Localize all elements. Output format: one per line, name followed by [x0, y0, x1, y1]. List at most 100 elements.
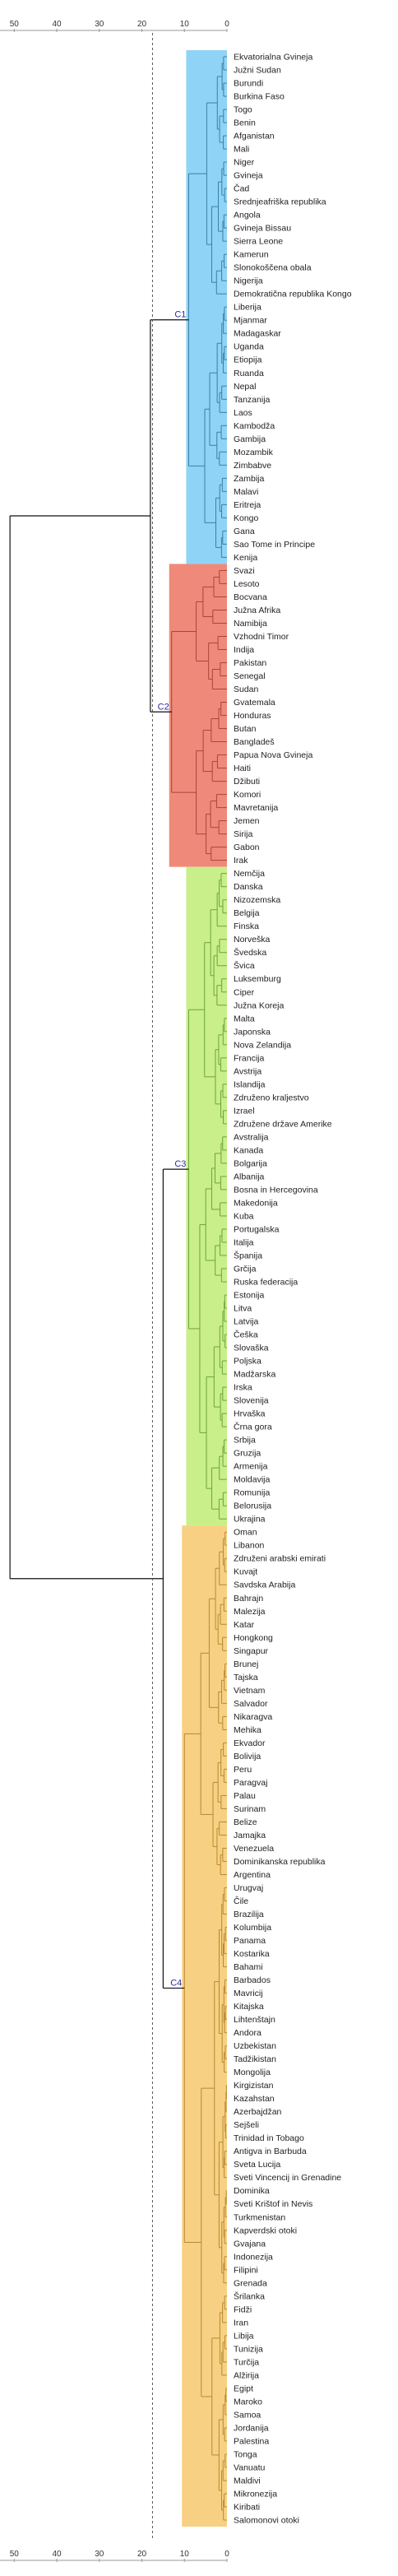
leaf-label: Surinam — [234, 1804, 266, 1814]
leaf-label: Ciper — [234, 987, 255, 997]
axis-tick-label-top: 30 — [95, 20, 104, 29]
leaf-label: Islandija — [234, 1079, 266, 1089]
leaf-label: Nigerija — [234, 276, 263, 286]
leaf-label: Namibija — [234, 619, 267, 629]
leaf-label: Slovaška — [234, 1344, 269, 1353]
leaf-label: Madagaskar — [234, 329, 281, 339]
leaf-label: Maroko — [234, 2397, 262, 2407]
leaf-label: Kuba — [234, 1211, 254, 1221]
leaf-label: Liberija — [234, 303, 261, 313]
leaf-label: Sierra Leone — [234, 237, 283, 247]
leaf-label: Iran — [234, 2318, 248, 2328]
leaf-label: Indija — [234, 645, 254, 655]
leaf-label: Japonska — [234, 1027, 271, 1037]
leaf-label: Savdska Arabija — [234, 1580, 295, 1590]
leaf-label: Alžirija — [234, 2370, 259, 2380]
leaf-label: Papua Nova Gvineja — [234, 750, 312, 760]
leaf-label: Ruanda — [234, 369, 264, 378]
axis-tick-label-bottom: 40 — [52, 2550, 62, 2559]
cluster-label-c4: C4 — [170, 1978, 182, 1988]
leaf-label: Gruzija — [234, 1449, 261, 1459]
leaf-label: Niger — [234, 158, 255, 168]
leaf-label: Jamajka — [234, 1831, 266, 1840]
leaf-label: Kamerun — [234, 250, 269, 260]
leaf-label: Argentina — [234, 1870, 271, 1880]
leaf-label: Egipt — [234, 2383, 253, 2393]
leaf-label: Butan — [234, 724, 257, 734]
leaf-label: Čile — [234, 1896, 248, 1906]
leaf-label: Estonija — [234, 1291, 265, 1301]
leaf-label: Barbados — [234, 1975, 271, 1985]
leaf-label: Benin — [234, 118, 256, 128]
leaf-label: Sao Tome in Principe — [234, 540, 315, 550]
leaf-label: Srbija — [234, 1436, 256, 1446]
leaf-label: Demokratična republika Kongo — [234, 290, 352, 299]
leaf-label: Avstrija — [234, 1066, 261, 1076]
leaf-label: Samoa — [234, 2410, 261, 2420]
leaf-label: Gana — [234, 527, 255, 536]
leaf-label: Antigva in Barbuda — [234, 2147, 307, 2156]
leaf-label: Združeni arabski emirati — [234, 1554, 326, 1564]
leaf-label: Bahrajn — [234, 1594, 263, 1604]
axis-tick-label-top: 40 — [52, 20, 62, 29]
axis-tick-label-bottom: 30 — [95, 2550, 104, 2559]
leaf-label: Kitajska — [234, 2002, 264, 2012]
leaf-label: Indonezija — [234, 2252, 273, 2262]
leaf-label: Sejšeli — [234, 2120, 259, 2130]
leaf-label: Bolgarija — [234, 1158, 267, 1168]
leaf-label: Finska — [234, 921, 259, 931]
leaf-label: Moldavija — [234, 1475, 271, 1485]
leaf-label: Palau — [234, 1791, 256, 1801]
leaf-label: Vietnam — [234, 1686, 266, 1696]
leaf-label: Sveta Lucija — [234, 2160, 280, 2170]
leaf-label: Turčija — [234, 2357, 259, 2367]
leaf-label: Sudan — [234, 685, 259, 694]
leaf-label: Panama — [234, 1936, 266, 1946]
leaf-label: Zimbabve — [234, 461, 271, 471]
leaf-label: Avstralija — [234, 1132, 269, 1142]
leaf-label: Tajska — [234, 1673, 258, 1683]
leaf-label: Nizozemska — [234, 895, 280, 905]
leaf-label: Kostarika — [234, 1949, 270, 1959]
leaf-label: Kuvajt — [234, 1567, 257, 1577]
leaf-label: Zambija — [234, 474, 265, 484]
leaf-label: Burundi — [234, 79, 263, 89]
leaf-label: Belgija — [234, 908, 260, 918]
leaf-label: Togo — [234, 105, 252, 115]
leaf-label: Salvador — [234, 1699, 268, 1709]
cluster-label-c2: C2 — [158, 702, 169, 712]
leaf-label: Gambija — [234, 434, 266, 444]
leaf-label: Uzbekistan — [234, 2041, 276, 2051]
leaf-label: Dominika — [234, 2186, 270, 2196]
leaf-label: Jemen — [234, 816, 260, 826]
cluster-band-c4 — [182, 1525, 227, 2527]
leaf-label: Mozambik — [234, 448, 274, 457]
leaf-label: Svazi — [234, 566, 255, 576]
leaf-label: Malavi — [234, 487, 258, 497]
axis-tick-label-bottom: 50 — [10, 2550, 20, 2559]
leaf-label: Tonga — [234, 2449, 257, 2459]
leaf-label: Ukrajina — [234, 1515, 266, 1525]
leaf-label: Irak — [234, 856, 248, 866]
cluster-band-c2 — [169, 564, 227, 867]
leaf-label: Belorusija — [234, 1502, 271, 1511]
leaf-label: Poljska — [234, 1357, 261, 1367]
leaf-label: Združeno kraljestvo — [234, 1093, 309, 1102]
leaf-label: Slovenija — [234, 1396, 269, 1406]
leaf-label: Gvatemala — [234, 698, 275, 708]
leaf-label: Etiopija — [234, 355, 262, 365]
leaf-label: Združene države Amerike — [234, 1119, 332, 1129]
leaf-label: Jordanija — [234, 2423, 269, 2433]
leaf-label: Honduras — [234, 711, 271, 721]
leaf-label: Hrvaška — [234, 1409, 266, 1419]
leaf-label: Laos — [234, 408, 252, 418]
leaf-label: Kiribati — [234, 2502, 260, 2512]
leaf-label: Tadžikistan — [234, 2054, 276, 2064]
leaf-label: Džibuti — [234, 777, 260, 787]
leaf-label: Kanada — [234, 1145, 263, 1155]
leaf-label: Sveti Vincencij in Grenadine — [234, 2173, 341, 2183]
leaf-label: Dominikanska republika — [234, 1857, 326, 1867]
leaf-label: Nova Zelandija — [234, 1040, 291, 1050]
leaf-label: Ekvatorialna Gvineja — [234, 53, 312, 63]
